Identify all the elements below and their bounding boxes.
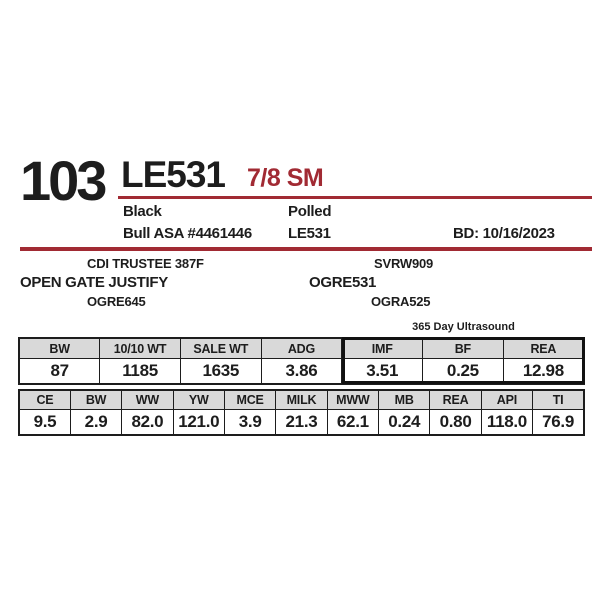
perf-value-cell: 12.98 — [502, 358, 585, 385]
perf-header-cell: BF — [422, 337, 504, 359]
epd-value-cell: 62.1 — [326, 409, 380, 436]
epd-value-cell: 9.5 — [18, 409, 71, 436]
perf-header-cell: ADG — [260, 337, 343, 359]
epd-header-cell: REA — [429, 389, 482, 410]
pedigree-dam-sire: SVRW909 — [374, 256, 434, 271]
perf-value-cell: 3.86 — [260, 358, 343, 385]
birth-date: BD: 10/16/2023 — [453, 225, 555, 242]
pedigree-sire-dam: OGRE645 — [87, 294, 146, 309]
pedigree-sire: OPEN GATE JUSTIFY — [20, 274, 168, 291]
perf-header-cell: REA — [502, 337, 585, 359]
epd-header-cell: YW — [172, 389, 225, 410]
performance-header-row: BW 10/10 WT SALE WT ADG IMF BF REA — [18, 337, 585, 359]
epd-value-cell: 82.0 — [121, 409, 174, 436]
perf-value-cell: 87 — [18, 358, 101, 385]
epd-table: CE BW WW YW MCE MILK MWW MB REA API TI 9… — [18, 389, 585, 436]
ultrasound-label: 365 Day Ultrasound — [412, 321, 515, 333]
epd-header-cell: WW — [121, 389, 174, 410]
header-divider — [20, 247, 592, 251]
epd-value-cell: 3.9 — [223, 409, 277, 436]
epd-header-cell: CE — [18, 389, 71, 410]
perf-value-cell: 1635 — [179, 358, 262, 385]
horn-status: Polled — [288, 203, 332, 220]
epd-header-cell: API — [480, 389, 534, 410]
tattoo-id: LE531 — [288, 225, 331, 242]
epd-header-cell: TI — [532, 389, 585, 410]
animal-id-title: LE531 — [121, 154, 226, 195]
perf-header-cell: IMF — [341, 337, 424, 359]
perf-value-cell: 1185 — [99, 358, 181, 385]
epd-value-cell: 121.0 — [172, 409, 225, 436]
epd-header-row: CE BW WW YW MCE MILK MWW MB REA API TI — [18, 389, 585, 410]
epd-header-cell: BW — [69, 389, 123, 410]
breed-fraction: 7/8 SM — [247, 164, 324, 192]
title-underline — [118, 196, 592, 199]
epd-header-cell: MCE — [223, 389, 277, 410]
perf-value-cell: 0.25 — [422, 358, 504, 385]
perf-header-cell: SALE WT — [179, 337, 262, 359]
performance-value-row: 87 1185 1635 3.86 3.51 0.25 12.98 — [18, 358, 585, 385]
pedigree-dam-dam: OGRA525 — [371, 294, 431, 309]
epd-header-cell: MILK — [275, 389, 328, 410]
registration-number: Bull ASA #4461446 — [123, 225, 252, 242]
epd-value-cell: 0.24 — [378, 409, 431, 436]
epd-header-cell: MB — [378, 389, 431, 410]
performance-table: BW 10/10 WT SALE WT ADG IMF BF REA 87 11… — [18, 337, 585, 385]
lot-number: 103 — [20, 149, 107, 212]
coat-color: Black — [123, 203, 162, 220]
perf-header-cell: BW — [18, 337, 101, 359]
perf-value-cell: 3.51 — [341, 358, 424, 385]
perf-header-cell: 10/10 WT — [99, 337, 181, 359]
epd-value-cell: 0.80 — [429, 409, 482, 436]
epd-value-cell: 2.9 — [69, 409, 123, 436]
pedigree-sire-sire: CDI TRUSTEE 387F — [87, 256, 204, 271]
epd-value-cell: 118.0 — [480, 409, 534, 436]
epd-value-cell: 76.9 — [532, 409, 585, 436]
epd-value-cell: 21.3 — [275, 409, 328, 436]
pedigree-dam: OGRE531 — [309, 274, 377, 291]
epd-header-cell: MWW — [326, 389, 380, 410]
epd-value-row: 9.5 2.9 82.0 121.0 3.9 21.3 62.1 0.24 0.… — [18, 409, 585, 436]
